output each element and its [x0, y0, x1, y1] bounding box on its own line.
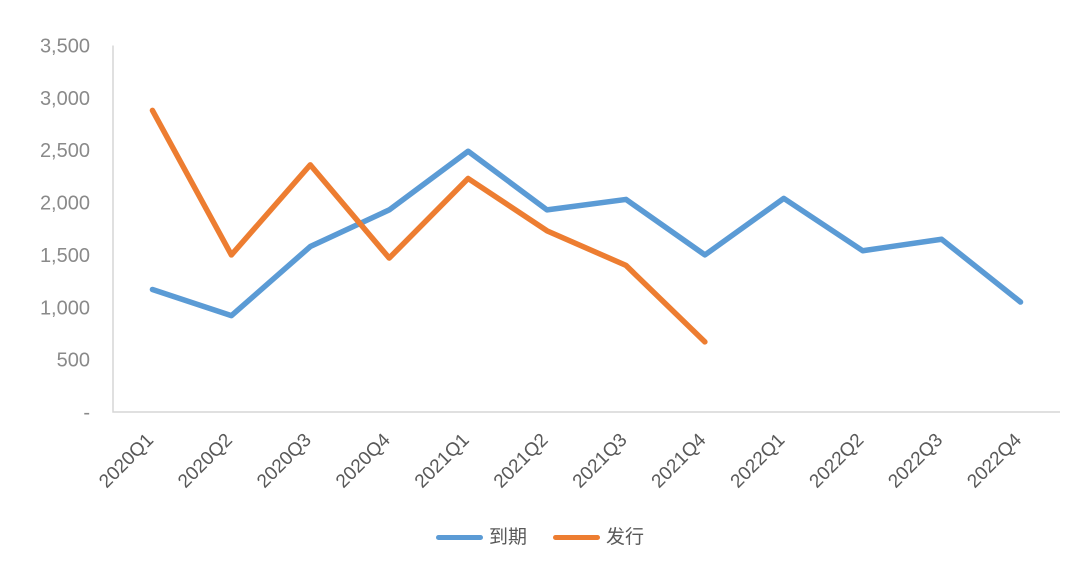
y-axis-tick-label: 1,500 — [40, 245, 90, 267]
y-axis-tick-label: - — [83, 402, 90, 424]
x-axis-tick-label: 2022Q2 — [806, 430, 869, 493]
x-axis-tick-label: 2020Q4 — [332, 429, 395, 492]
legend-item-issuance: 发行 — [553, 528, 644, 547]
legend-swatch-maturity-line — [435, 534, 483, 541]
legend-item-maturity: 到期 — [435, 527, 527, 548]
x-axis-tick-label: 2022Q4 — [963, 429, 1026, 492]
y-axis-tick-label: 3,000 — [40, 88, 90, 110]
y-axis-tick-label: 500 — [57, 350, 90, 372]
series-line-0 — [149, 148, 1024, 319]
series-line-1 — [149, 107, 708, 345]
chart-legend: 到期 发行 — [0, 528, 1080, 547]
y-axis-tick-label: 2,000 — [40, 193, 90, 215]
x-axis-tick-label: 2021Q4 — [648, 429, 711, 492]
axis-lines — [112, 45, 1060, 413]
x-axis-tick-label: 2020Q2 — [174, 430, 237, 493]
x-axis-tick-label: 2020Q1 — [95, 430, 158, 493]
x-axis-tick-label: 2022Q1 — [727, 430, 790, 493]
y-axis-tick-label: 1,000 — [40, 297, 90, 319]
legend-label-issuance: 发行 — [606, 527, 645, 548]
x-axis-tick-label: 2021Q3 — [569, 430, 632, 493]
legend-swatch-issuance-line — [553, 534, 600, 541]
x-axis-tick-label: 2020Q3 — [253, 430, 316, 493]
legend-label-maturity: 到期 — [488, 527, 527, 548]
x-axis-tick-label: 2022Q3 — [884, 430, 947, 493]
y-axis-tick-label: 3,500 — [40, 36, 90, 58]
x-axis-tick-label: 2021Q1 — [411, 430, 474, 493]
y-axis-tick-label: 2,500 — [40, 140, 90, 162]
x-axis-tick-label: 2021Q2 — [490, 430, 553, 493]
